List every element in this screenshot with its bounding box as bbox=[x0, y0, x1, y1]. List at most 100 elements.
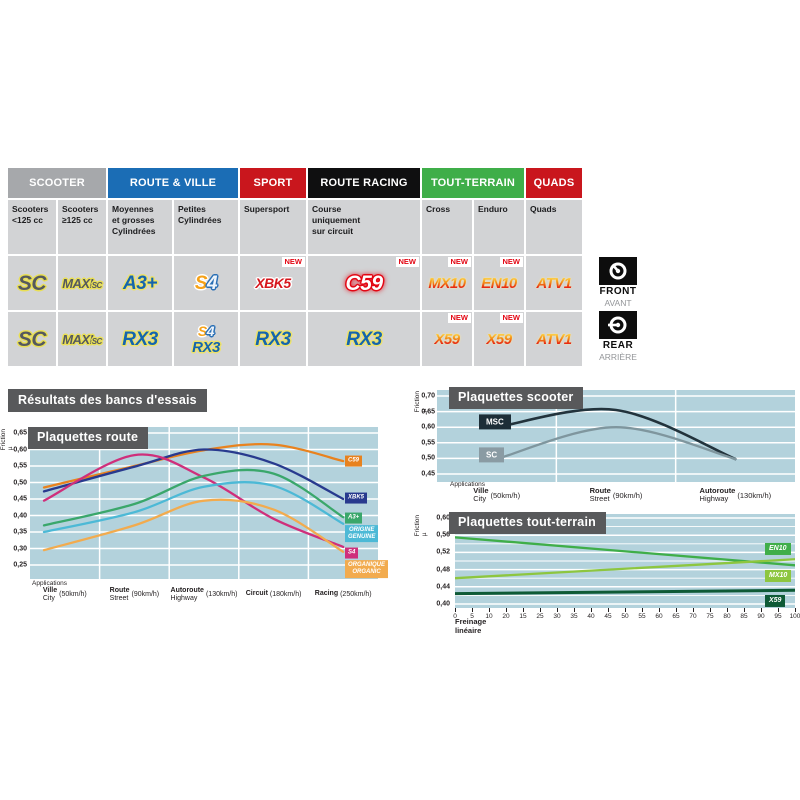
column-header-6: Cross bbox=[422, 200, 472, 254]
legend-chip-origine-genuine: ORIGINE GENUINE bbox=[345, 524, 379, 543]
legend-chip-line: ORGANIC bbox=[352, 569, 381, 576]
x-axis-applications-label: Applications bbox=[32, 580, 68, 587]
x-tick-mark bbox=[744, 608, 745, 612]
legend-chip-line: SC bbox=[486, 450, 498, 460]
pad-cell-rear-2: RX3 bbox=[108, 312, 172, 366]
x-tick-mark bbox=[574, 608, 575, 612]
header-group-scooter: SCOOTER bbox=[8, 168, 106, 198]
x-tick-mark bbox=[778, 608, 779, 612]
x-axis-applications-label: Applications bbox=[450, 481, 486, 488]
pad-cell-rear-3: S4 RX3 bbox=[174, 312, 238, 366]
x-tick-mark bbox=[659, 608, 660, 612]
y-tick-label: 0,48 bbox=[436, 566, 450, 574]
cell-badges: MX10 bbox=[428, 276, 466, 291]
legend-chip-s4: S4 bbox=[345, 547, 359, 559]
legend-chip-a3+: A3+ bbox=[345, 512, 363, 524]
x-tick-label: 10 bbox=[485, 613, 493, 620]
x-tick-label: 80 bbox=[723, 613, 731, 620]
new-badge: NEW bbox=[447, 257, 471, 267]
series-line-en10 bbox=[455, 536, 795, 567]
pad-cell-rear-4: RX3 bbox=[240, 312, 306, 366]
series-line-mx10 bbox=[455, 558, 795, 580]
series-line-organique-organic bbox=[42, 498, 345, 553]
front-position-label: FRONT AVANT bbox=[598, 257, 638, 308]
x-tick-mark bbox=[761, 608, 762, 612]
x-tick-label: 60 bbox=[655, 613, 663, 620]
chart-title-scooter: Plaquettes scooter bbox=[449, 387, 584, 409]
x-category-names: Ville City bbox=[473, 486, 488, 504]
badge-maxi-main: MAXI bbox=[62, 331, 93, 347]
y-tick-label: 0,65 bbox=[421, 408, 435, 416]
x-tick-label: 90 bbox=[757, 613, 765, 620]
x-tick-label: 40 bbox=[587, 613, 595, 620]
series-line-xbk5 bbox=[42, 448, 345, 501]
x-category-autoroute: Autoroute Highway (130km/h) bbox=[171, 587, 238, 602]
y-tick-label: 0,35 bbox=[13, 528, 27, 536]
cell-badges: A3+ bbox=[123, 274, 157, 293]
x-category-name-fr: Ville bbox=[42, 587, 58, 594]
x-tick-label: 5 bbox=[470, 613, 474, 620]
legend-chip-x59: X59 bbox=[765, 594, 786, 607]
column-header-7: Enduro bbox=[474, 200, 524, 254]
x-tick-label: 15 bbox=[519, 613, 527, 620]
x-tick-label: 95 bbox=[774, 613, 782, 620]
column-header-line: Moyennes bbox=[112, 204, 154, 214]
y-tick-label: 0,70 bbox=[421, 392, 435, 400]
pad-cell-rear-1: MAXI SC bbox=[58, 312, 106, 366]
x-tick-mark bbox=[472, 608, 473, 612]
column-header-2: Moyennes et grosses Cylindrées bbox=[108, 200, 172, 254]
badge-rx3: RX3 bbox=[346, 328, 382, 350]
badge-sc: SC bbox=[17, 327, 47, 351]
legend-chip-line: ORIGINE bbox=[349, 526, 375, 533]
badge-c59: C59 bbox=[345, 271, 383, 295]
x-tick-mark bbox=[455, 608, 456, 612]
series-line-origine-genuine bbox=[42, 481, 345, 534]
header-group-tout-terrain: TOUT-TERRAIN bbox=[422, 168, 524, 198]
x-category-speed: (130km/h) bbox=[205, 591, 238, 599]
x-tick-mark bbox=[591, 608, 592, 612]
x-category-names: Autoroute Highway bbox=[700, 486, 736, 504]
y-tick-label: 0,40 bbox=[436, 600, 450, 608]
x-tick-mark bbox=[557, 608, 558, 612]
column-header-line: Course bbox=[312, 204, 342, 214]
badge-rx3: RX3 bbox=[255, 328, 291, 350]
column-header-line: Scooters bbox=[12, 204, 49, 214]
product-range-table: SCOOTER ROUTE & VILLE SPORT ROUTE RACING TOU… bbox=[8, 168, 582, 366]
pad-cell-rear-6: NEW X59 bbox=[422, 312, 472, 366]
x-tick-label: 75 bbox=[706, 613, 714, 620]
column-header-line: Quads bbox=[530, 204, 557, 214]
column-header-line: ≥125 cc bbox=[62, 215, 93, 226]
pad-cell-front-2: A3+ bbox=[108, 256, 172, 310]
x-category-speed: (90km/h) bbox=[131, 591, 160, 599]
x-tick-label: 85 bbox=[740, 613, 748, 620]
column-header-line: et grosses bbox=[112, 215, 155, 226]
y-tick-label: 0,45 bbox=[13, 495, 27, 503]
x-category-name-en: City bbox=[42, 594, 55, 602]
legend-chip-line: ORGANIQUE bbox=[348, 562, 386, 569]
x-tick-mark bbox=[608, 608, 609, 612]
x-category-names: Route Street bbox=[590, 486, 611, 504]
y-tick-label: 0,25 bbox=[13, 561, 27, 569]
y-axis-title: Friction µ bbox=[0, 429, 14, 451]
pad-cell-front-6: NEW MX10 bbox=[422, 256, 472, 310]
x-tick-label: 70 bbox=[689, 613, 697, 620]
column-header-line: Cylindrées bbox=[112, 226, 156, 237]
x-category-route: Route Street (90km/h) bbox=[110, 587, 159, 602]
x-tick-mark bbox=[642, 608, 643, 612]
column-header-8: Quads bbox=[526, 200, 582, 254]
front-label: FRONT bbox=[599, 286, 637, 297]
x-category-circuit: Circuit (180km/h) bbox=[246, 587, 302, 601]
cell-badges: S4 bbox=[195, 274, 218, 293]
x-tick-mark bbox=[795, 608, 796, 612]
x-tick-mark bbox=[727, 608, 728, 612]
cell-badges: XBK5 bbox=[255, 276, 291, 290]
x-tick-label: 35 bbox=[570, 613, 578, 620]
legend-chip-mx10: MX10 bbox=[765, 569, 792, 582]
chart-title-terrain: Plaquettes tout-terrain bbox=[449, 512, 606, 534]
x-tick-mark bbox=[506, 608, 507, 612]
y-tick-label: 0,52 bbox=[436, 548, 450, 556]
badge-s4: S4 bbox=[195, 274, 218, 293]
x-category-name-en: Highway bbox=[170, 594, 198, 602]
new-badge: NEW bbox=[499, 257, 523, 267]
section-title: Résultats des bancs d'essais bbox=[8, 389, 207, 412]
